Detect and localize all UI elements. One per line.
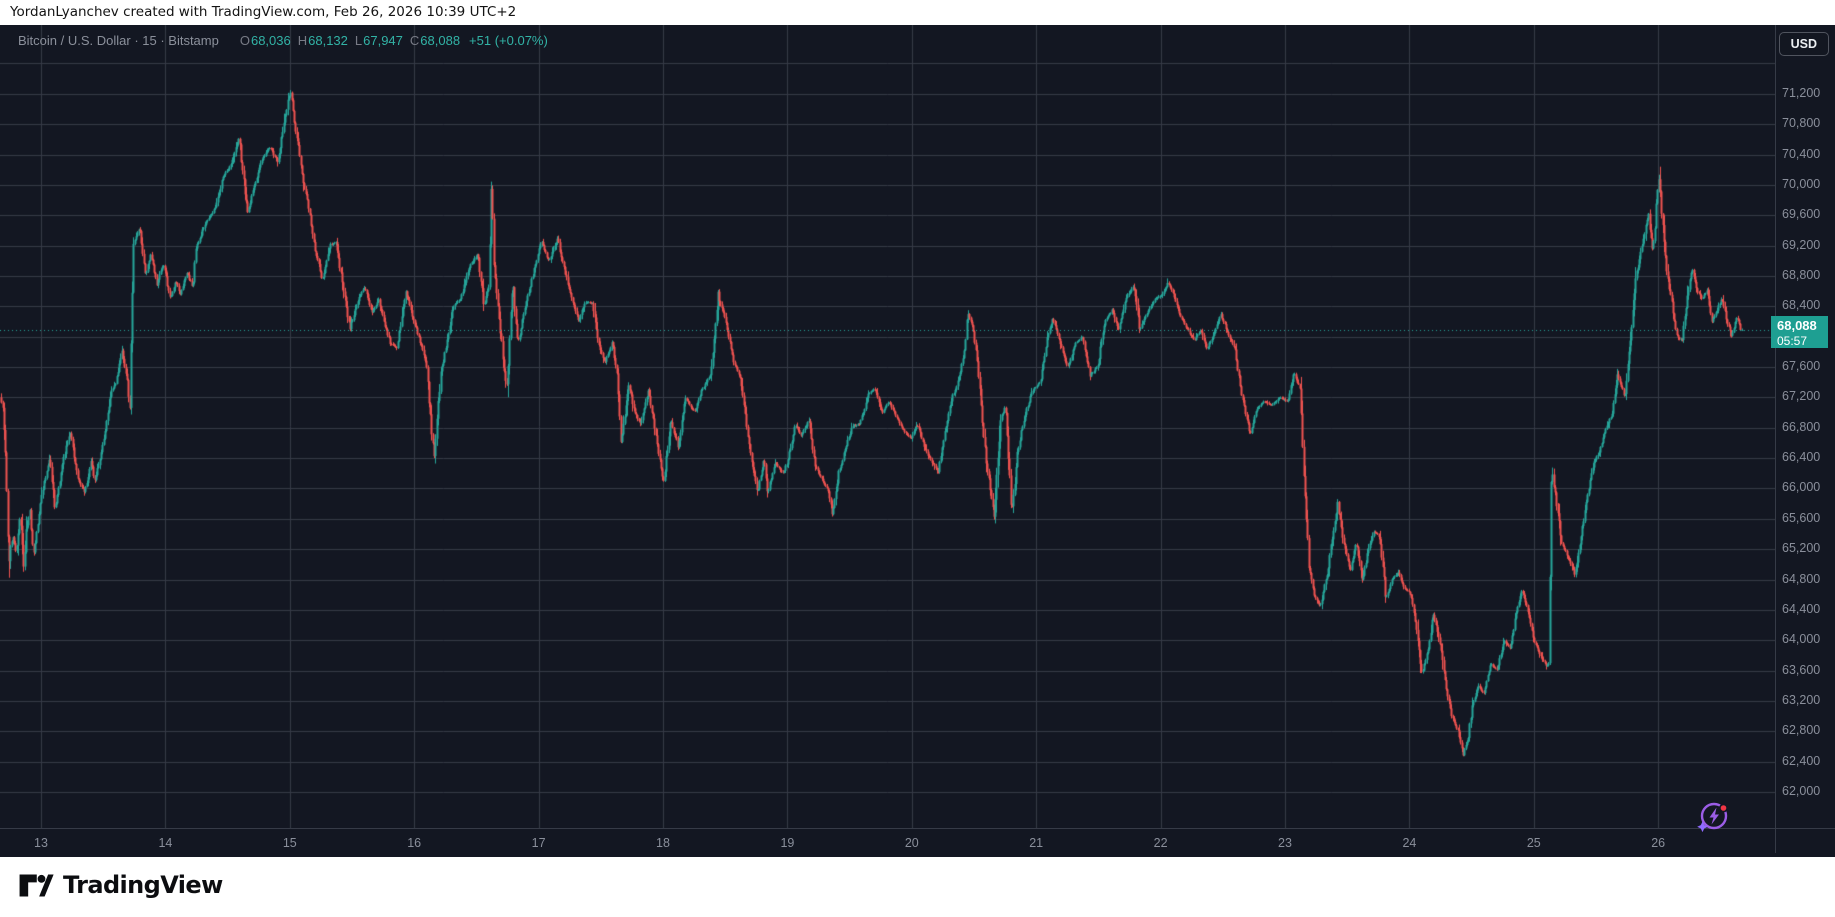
footer-bar: TradingView [0, 857, 1835, 917]
time-tick-label: 24 [1402, 836, 1417, 850]
time-tick-label: 13 [34, 836, 48, 850]
time-tick-label: 15 [282, 836, 297, 850]
price-tick-label: 63,600 [1782, 662, 1821, 677]
price-axis[interactable]: 71,200 70,800 70,400 70,000 69,600 69,200 68,8… [1776, 25, 1835, 853]
tradingview-logo[interactable]: TradingView [18, 871, 223, 899]
low-value: 67,947 [363, 33, 403, 48]
time-axis[interactable]: 13 14 15 16 17 18 19 20 21 22 23 24 25 26 [0, 828, 1835, 858]
price-tick-label: 68,800 [1782, 267, 1821, 282]
low-label: L [354, 33, 363, 48]
price-tick-label: 65,600 [1782, 510, 1821, 525]
time-tick-label: 23 [1278, 836, 1292, 850]
price-tick-label: 62,000 [1782, 784, 1821, 799]
change-value: +51 (+0.07%) [469, 33, 548, 48]
close-label: C [409, 33, 420, 48]
price-tick-label: 66,400 [1782, 450, 1821, 465]
price-tick-label: 69,200 [1782, 237, 1821, 252]
close-value: 68,088 [420, 33, 461, 48]
chart-panel: Bitcoin / U.S. Dollar · 15 · Bitstamp O68… [0, 25, 1835, 857]
price-tick-label: 67,600 [1782, 359, 1821, 374]
price-tick-label: 64,000 [1782, 632, 1821, 647]
time-tick-label: 25 [1526, 836, 1541, 850]
price-tick-label: 66,800 [1782, 419, 1821, 434]
price-tick-label: 70,000 [1782, 176, 1821, 191]
attribution-text: YordanLyanchev created with TradingView.… [10, 4, 517, 20]
chart-legend: Bitcoin / U.S. Dollar · 15 · Bitstamp O68… [18, 33, 548, 48]
sparkle-icon [1697, 821, 1708, 833]
price-tick-label: 69,600 [1782, 207, 1821, 222]
price-tick-label: 70,400 [1782, 146, 1821, 161]
bar-countdown: 05:57 [1777, 333, 1808, 348]
price-tick-label: 66,000 [1782, 480, 1821, 495]
time-tick-label: 22 [1153, 836, 1168, 850]
flash-circle [1700, 802, 1728, 830]
price-tick-label: 70,800 [1782, 116, 1821, 131]
attribution-bar: YordanLyanchev created with TradingView.… [0, 0, 1835, 25]
high-label: H [297, 33, 308, 48]
tradingview-logo-text: TradingView [63, 871, 223, 899]
time-tick-label: 18 [656, 836, 670, 850]
tradingview-logo-icon [19, 874, 54, 896]
time-tick-label: 20 [904, 836, 919, 850]
price-tick-label: 65,200 [1782, 541, 1821, 556]
time-tick-label: 19 [780, 836, 795, 850]
candlestick-chart-canvas[interactable] [0, 25, 1775, 828]
price-tick-label: 63,200 [1782, 692, 1821, 707]
last-price-tag: 68,088 05:57 [1771, 316, 1828, 348]
time-tick-label: 21 [1029, 836, 1044, 850]
currency-toggle-button[interactable]: USD [1778, 32, 1829, 56]
high-value: 68,132 [308, 33, 348, 48]
price-tick-label: 64,400 [1782, 601, 1821, 616]
price-axis-separator [1775, 25, 1776, 853]
boost-flash-icon[interactable] [1691, 793, 1737, 839]
time-tick-label: 26 [1651, 836, 1666, 850]
open-label: O [239, 33, 250, 48]
time-tick-label: 14 [158, 836, 173, 850]
symbol-title[interactable]: Bitcoin / U.S. Dollar · 15 · Bitstamp [18, 33, 219, 48]
time-tick-label: 16 [407, 836, 422, 850]
price-tick-label: 68,400 [1782, 298, 1821, 313]
time-tick-label: 17 [531, 836, 546, 850]
price-tick-label: 64,800 [1782, 571, 1821, 586]
lightning-bolt-icon [1709, 807, 1719, 825]
price-tick-label: 67,200 [1782, 389, 1821, 404]
price-tick-label: 62,400 [1782, 753, 1821, 768]
last-price: 68,088 [1777, 318, 1817, 333]
notification-dot [1719, 803, 1728, 813]
price-tick-label: 62,800 [1782, 723, 1821, 738]
price-tick-label: 71,200 [1782, 85, 1821, 100]
open-value: 68,036 [250, 33, 291, 48]
